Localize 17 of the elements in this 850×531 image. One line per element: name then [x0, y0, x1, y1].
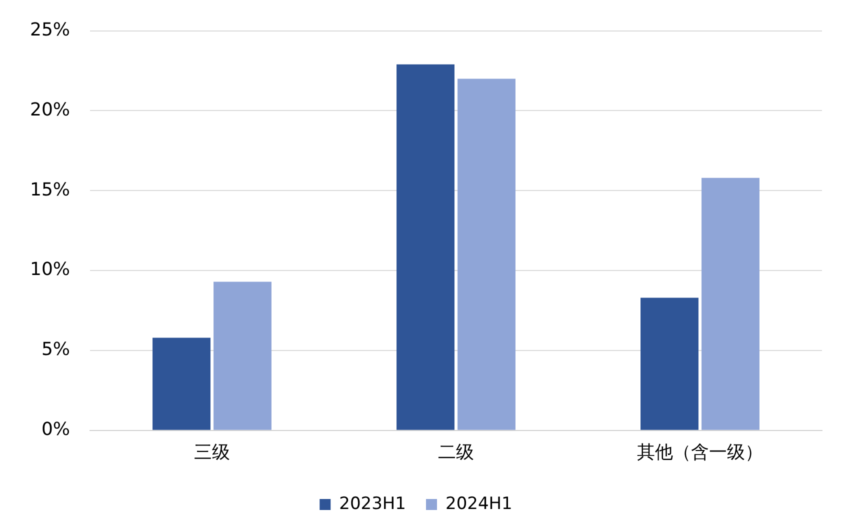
y-tick-label: 25% [30, 19, 70, 40]
y-tick-label: 20% [30, 99, 70, 120]
bar [214, 282, 272, 430]
bar [152, 338, 210, 430]
bar [702, 178, 760, 430]
x-tick-label: 三级 [194, 442, 230, 463]
x-tick-label: 其他（含一级） [637, 442, 763, 463]
bar [640, 298, 698, 430]
legend-label: 2023H1 [339, 494, 406, 514]
legend-label: 2024H1 [446, 494, 512, 514]
y-tick-label: 15% [30, 179, 70, 200]
y-tick-label: 10% [30, 259, 70, 280]
bar [396, 64, 454, 430]
y-tick-label: 5% [41, 339, 70, 360]
y-tick-label: 0% [41, 419, 70, 440]
x-tick-label: 二级 [438, 442, 474, 463]
bar [458, 78, 516, 430]
